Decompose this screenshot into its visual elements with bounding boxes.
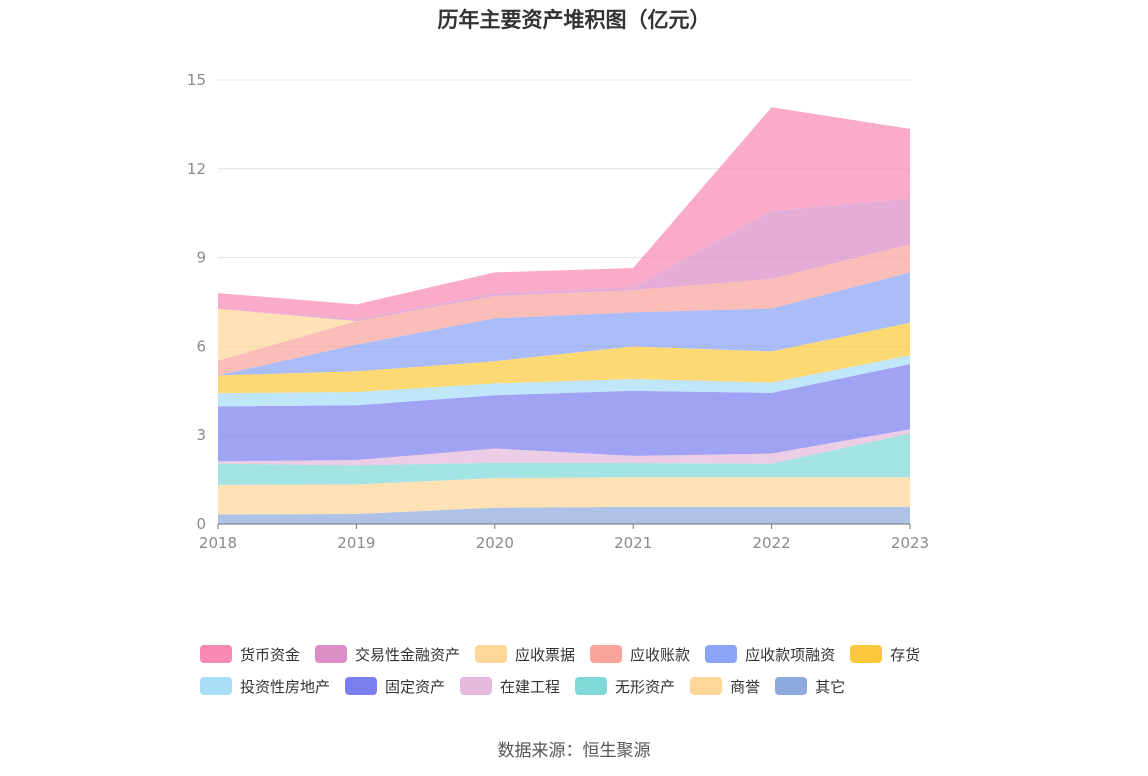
- legend-row: 货币资金 交易性金融资产 应收票据 应收账款 应收款项融资 存货: [200, 638, 980, 670]
- legend-label: 固定资产: [385, 677, 446, 696]
- x-tick-label: 2022: [753, 534, 791, 552]
- y-tick-label: 3: [196, 426, 206, 444]
- area-series-1: [218, 477, 910, 515]
- x-tick-label: 2019: [337, 534, 375, 552]
- x-tick-label: 2018: [199, 534, 237, 552]
- x-tick-label: 2021: [614, 534, 652, 552]
- y-tick-label: 12: [187, 160, 206, 178]
- legend-item[interactable]: 投资性房地产: [200, 676, 330, 697]
- area-series-6: [218, 322, 910, 394]
- legend-label: 存货: [890, 645, 921, 664]
- legend-item[interactable]: 存货: [850, 644, 920, 665]
- area-series-11: [218, 107, 910, 320]
- legend-swatch: [775, 677, 808, 695]
- y-tick-label: 6: [196, 337, 206, 355]
- chart-title: 历年主要资产堆积图（亿元）: [437, 8, 711, 32]
- legend-swatch: [850, 645, 883, 663]
- legend-label: 其它: [815, 677, 846, 696]
- y-tick-label: 0: [196, 515, 206, 533]
- x-tick-label: 2023: [891, 534, 929, 552]
- legend-swatch: [315, 645, 348, 663]
- y-tick-label: 15: [187, 71, 206, 89]
- legend-swatch: [575, 677, 608, 695]
- legend-item[interactable]: 商誉: [690, 676, 760, 697]
- legend-swatch: [460, 677, 493, 695]
- data-source: 数据来源：恒生聚源: [497, 741, 651, 761]
- legend-item[interactable]: 应收款项融资: [705, 644, 835, 665]
- area-series-2: [218, 433, 910, 485]
- legend-item[interactable]: 货币资金: [200, 644, 300, 665]
- legend-swatch: [590, 645, 623, 663]
- legend-swatch: [345, 677, 378, 695]
- legend-label: 商誉: [730, 677, 761, 696]
- legend-label: 应收款项融资: [745, 645, 836, 664]
- area-series-10: [218, 198, 910, 321]
- legend-item[interactable]: 在建工程: [460, 676, 560, 697]
- area-series-3: [218, 429, 910, 466]
- legend-label: 交易性金融资产: [355, 645, 461, 664]
- legend-row: 投资性房地产 固定资产 在建工程 无形资产 商誉 其它: [200, 670, 980, 702]
- legend-item[interactable]: 应收票据: [475, 644, 575, 665]
- legend-label: 应收账款: [630, 645, 691, 664]
- legend-label: 投资性房地产: [240, 677, 331, 696]
- legend-item[interactable]: 固定资产: [345, 676, 445, 697]
- legend-item[interactable]: 交易性金融资产: [315, 644, 460, 665]
- area-series-7: [218, 272, 910, 376]
- x-tick-label: 2020: [476, 534, 514, 552]
- legend-swatch: [705, 645, 738, 663]
- legend-label: 应收票据: [515, 645, 576, 664]
- area-series-8: [218, 244, 910, 376]
- legend-label: 无形资产: [615, 677, 676, 696]
- chart-plot: 0 3 6 9 12 15 2018 2019 2020 2021 2022 2023: [187, 71, 929, 552]
- legend-label: 在建工程: [500, 677, 561, 696]
- area-series-0: [218, 506, 910, 524]
- legend-label: 货币资金: [240, 645, 301, 664]
- legend-item[interactable]: 无形资产: [575, 676, 675, 697]
- legend-swatch: [200, 677, 232, 695]
- legend: 货币资金 交易性金融资产 应收票据 应收账款 应收款项融资 存货投资性房地产 固定资产 在建工…: [200, 638, 980, 702]
- legend-item[interactable]: 应收账款: [590, 644, 690, 665]
- area-series-4: [218, 364, 910, 462]
- legend-swatch: [690, 677, 723, 695]
- legend-swatch: [475, 645, 508, 663]
- legend-swatch: [200, 645, 232, 663]
- legend-item[interactable]: 其它: [775, 676, 845, 697]
- area-series-5: [218, 355, 910, 407]
- y-tick-label: 9: [196, 249, 206, 267]
